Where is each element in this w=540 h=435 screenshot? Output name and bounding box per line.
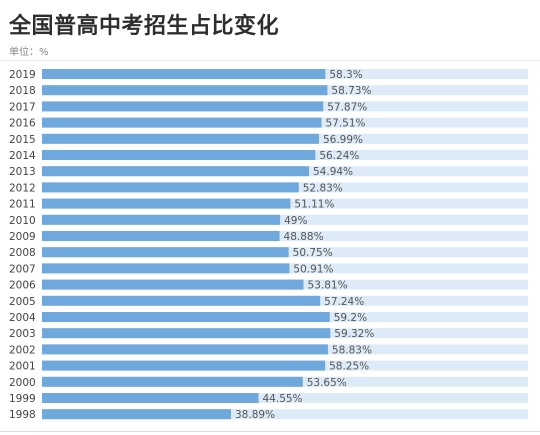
value-label: 56.24% [319, 150, 359, 162]
value-label: 50.75% [293, 247, 333, 259]
bar [42, 85, 328, 96]
bar [42, 182, 299, 193]
bar [42, 214, 281, 225]
bar [42, 360, 326, 371]
year-label: 2010 [9, 215, 36, 227]
year-label: 2012 [9, 182, 36, 194]
bar [42, 312, 330, 322]
value-label: 58.25% [329, 361, 369, 373]
bar [42, 263, 290, 274]
bar-track [42, 214, 528, 225]
bar-track [42, 231, 528, 241]
bar [42, 295, 321, 306]
value-label: 57.24% [324, 296, 364, 308]
year-label: 2014 [9, 150, 36, 162]
year-label: 2007 [9, 263, 36, 275]
bar-track [42, 393, 528, 403]
year-label: 2017 [9, 101, 36, 113]
bar [42, 344, 328, 355]
value-label: 48.88% [284, 231, 324, 243]
bar [42, 247, 289, 258]
bar [42, 166, 310, 177]
year-label: 2003 [9, 328, 36, 340]
bar [42, 133, 319, 144]
bar [42, 376, 303, 387]
header-divider [0, 60, 540, 61]
bar [42, 231, 280, 241]
year-label: 2002 [9, 344, 36, 356]
bar [42, 150, 316, 160]
bar [42, 101, 324, 112]
year-label: 2005 [9, 296, 36, 308]
value-label: 52.83% [303, 182, 343, 194]
value-label: 51.11% [294, 199, 334, 211]
year-label: 2004 [9, 312, 36, 324]
year-label: 2009 [9, 231, 36, 243]
year-label: 2008 [9, 247, 36, 259]
value-label: 58.83% [332, 344, 372, 356]
bar [42, 409, 232, 420]
bar [42, 279, 304, 290]
value-label: 50.91% [293, 263, 333, 275]
value-label: 59.2% [334, 312, 367, 324]
bottom-divider [0, 431, 540, 432]
bar [42, 69, 326, 79]
value-label: 58.73% [331, 85, 371, 97]
bar [42, 198, 291, 209]
year-label: 2006 [9, 280, 36, 292]
year-label: 1999 [9, 393, 36, 405]
value-label: 56.99% [323, 134, 363, 146]
value-label: 57.51% [325, 118, 365, 130]
year-label: 2011 [9, 199, 36, 211]
bar-track [42, 409, 528, 420]
year-label: 2019 [9, 69, 36, 81]
year-label: 1998 [9, 409, 36, 421]
year-label: 2001 [9, 361, 36, 373]
value-label: 38.89% [235, 409, 275, 421]
value-label: 44.55% [263, 393, 303, 405]
value-label: 53.65% [307, 377, 347, 389]
bar [42, 117, 322, 128]
value-label: 54.94% [313, 166, 353, 178]
value-label: 53.81% [308, 280, 348, 292]
year-label: 2016 [9, 118, 36, 130]
year-label: 2013 [9, 166, 36, 178]
value-label: 57.87% [327, 101, 367, 113]
year-label: 2015 [9, 134, 36, 146]
year-label: 2000 [9, 377, 36, 389]
value-label: 49% [284, 215, 307, 227]
bar [42, 393, 259, 403]
bar [42, 328, 331, 339]
value-label: 58.3% [329, 69, 362, 81]
year-label: 2018 [9, 85, 36, 97]
unit-label: 单位：% [9, 47, 49, 58]
value-label: 59.32% [334, 328, 374, 340]
chart-title: 全国普高中考招生占比变化 [9, 14, 280, 39]
